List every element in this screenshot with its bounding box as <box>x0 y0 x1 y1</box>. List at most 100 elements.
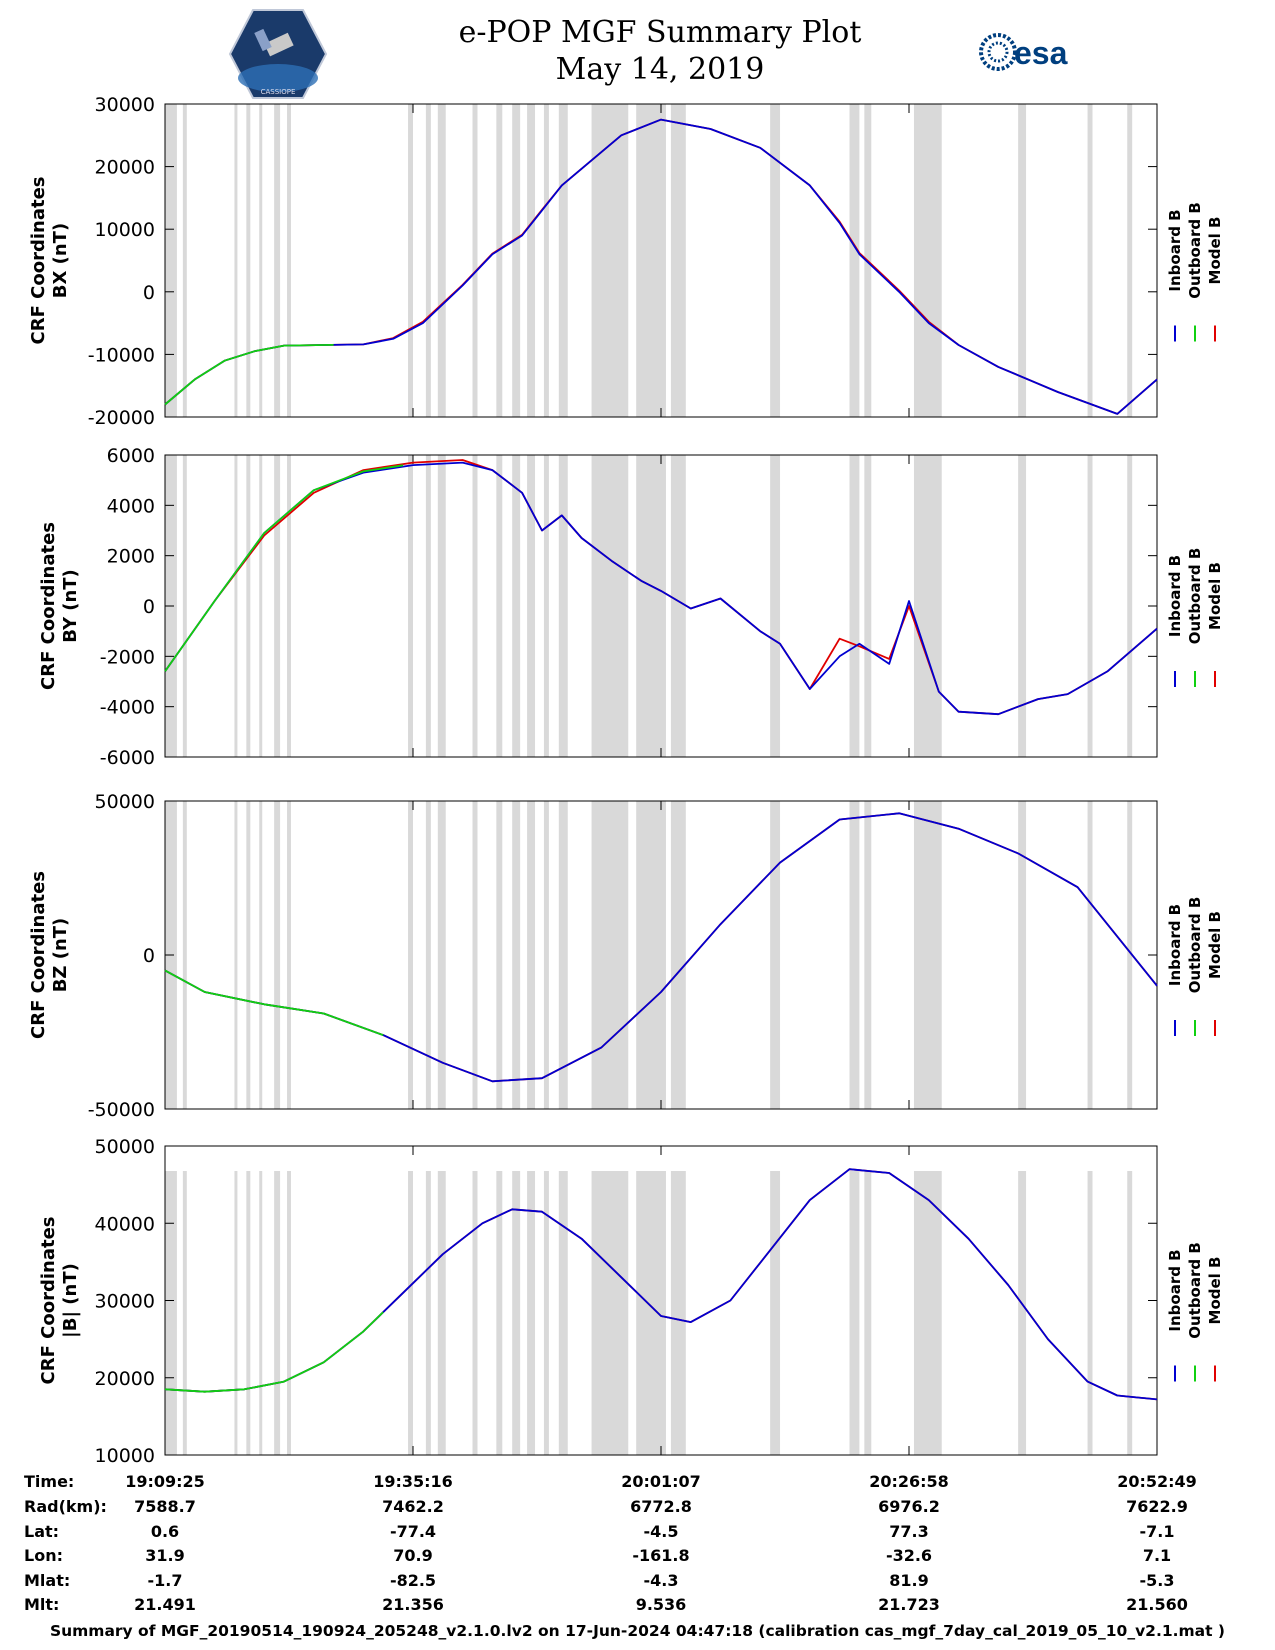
y-tick-label: 0 <box>143 282 155 304</box>
table-cell: 21.491 <box>134 1595 196 1614</box>
y-tick-label: 20000 <box>95 157 155 179</box>
y-axis-label-line2: BX (nT) <box>50 223 71 298</box>
table-cell: 9.536 <box>636 1595 687 1614</box>
data-gap-band <box>246 801 251 1109</box>
data-gap-band <box>636 1171 666 1455</box>
table-cell: 7.1 <box>1143 1546 1171 1565</box>
table-cell: -77.4 <box>390 1522 436 1541</box>
data-gap-band <box>543 801 549 1109</box>
data-gap-band <box>1087 801 1093 1109</box>
panel-2: -6000 -4000 -2000 0 2000 4000 6000 CRF Coordina… <box>38 445 1224 769</box>
data-gap-band <box>527 1171 536 1455</box>
data-gap-band <box>425 801 431 1109</box>
y-tick-label: -20000 <box>88 407 155 429</box>
table-cell: 0.6 <box>151 1522 179 1541</box>
table-cell: -82.5 <box>390 1571 436 1590</box>
table-cell: -32.6 <box>886 1546 932 1565</box>
series-line-outboard-b <box>164 464 404 672</box>
data-gap-band <box>437 455 446 757</box>
data-gap-band <box>543 455 549 757</box>
data-gap-band <box>558 801 568 1109</box>
data-gap-band <box>472 801 478 1109</box>
y-tick-label: -2000 <box>100 646 155 668</box>
data-gap-band <box>543 1171 549 1455</box>
data-gap-band <box>437 1171 446 1455</box>
data-gap-band <box>234 104 238 417</box>
table-row-label: Lon: <box>24 1546 63 1565</box>
data-gap-band <box>558 455 568 757</box>
y-tick-label: -50000 <box>88 1099 155 1121</box>
data-gap-band <box>558 1171 568 1455</box>
data-gap-band <box>670 1171 686 1455</box>
panel-4: 10000 20000 30000 40000 50000 CRF Coordinates… <box>38 1136 1224 1467</box>
table-cell: 20:26:58 <box>869 1472 949 1491</box>
table-cell: 77.3 <box>889 1522 928 1541</box>
legend-label: Inboard B <box>1166 1249 1184 1331</box>
data-gap-band <box>246 1171 251 1455</box>
legend-label: Inboard B <box>1166 904 1184 986</box>
data-gap-band <box>1087 455 1093 757</box>
legend-label: Model B <box>1206 217 1224 285</box>
data-gap-band <box>770 104 781 417</box>
data-gap-band <box>496 1171 503 1455</box>
data-gap-band <box>849 801 860 1109</box>
data-gap-band <box>437 801 446 1109</box>
data-gap-band <box>670 104 686 417</box>
data-gap-band <box>234 1171 238 1455</box>
data-gap-band <box>472 1171 478 1455</box>
data-gap-band <box>425 104 431 417</box>
data-gap-band <box>437 104 446 417</box>
y-tick-label: 2000 <box>107 546 155 568</box>
data-gap-band <box>543 104 549 417</box>
y-tick-label: 50000 <box>95 791 155 813</box>
y-axis-label-line2: |B| (nT) <box>60 1263 81 1338</box>
data-gap-band <box>496 455 503 757</box>
data-gap-band <box>1087 1171 1093 1455</box>
data-gap-band <box>527 455 536 757</box>
data-gap-band <box>259 801 263 1109</box>
data-gap-band <box>274 1171 281 1455</box>
data-gap-band <box>527 801 536 1109</box>
title-line-1: e-POP MGF Summary Plot <box>458 15 862 50</box>
cassiope-logo-text: CASSIOPE <box>261 88 296 96</box>
cassiope-logo: CASSIOPE <box>228 9 328 99</box>
data-gap-band <box>591 1171 629 1455</box>
data-gap-band <box>234 455 238 757</box>
esa-logo-text: esa <box>1014 35 1068 71</box>
data-gap-band <box>274 104 281 417</box>
y-axis-label-line1: CRF Coordinates <box>28 871 49 1039</box>
table-cell: 21.723 <box>878 1595 940 1614</box>
data-gap-band <box>408 1171 413 1455</box>
table-cell: 6772.8 <box>630 1497 692 1516</box>
legend-label: Model B <box>1206 1257 1224 1325</box>
y-tick-label: 4000 <box>107 495 155 517</box>
table-cell: 19:09:25 <box>125 1472 205 1491</box>
data-gap-band <box>496 104 503 417</box>
data-gap-band <box>864 1171 872 1455</box>
table-row-label: Mlt: <box>24 1595 59 1614</box>
y-axis-label-line1: CRF Coordinates <box>38 522 59 690</box>
data-gap-band <box>512 801 521 1109</box>
y-tick-label: -4000 <box>100 697 155 719</box>
y-tick-label: 0 <box>143 945 155 967</box>
plot-title: e-POP MGF Summary Plot May 14, 2019 <box>0 14 1275 88</box>
y-tick-label: 10000 <box>95 219 155 241</box>
time-table: Time: Rad(km): Lat: Lon: Mlat: Mlt: 19:09:25 75… <box>24 1472 1197 1614</box>
legend-label: Inboard B <box>1166 555 1184 637</box>
data-gap-band <box>670 801 686 1109</box>
data-gap-band <box>770 455 781 757</box>
data-gap-band <box>1127 801 1133 1109</box>
table-row-label: Lat: <box>24 1522 59 1541</box>
data-gap-band <box>849 104 860 417</box>
data-gap-band <box>636 104 666 417</box>
data-gap-band <box>425 1171 431 1455</box>
table-cell: 21.560 <box>1126 1595 1188 1614</box>
table-cell: 6976.2 <box>878 1497 940 1516</box>
y-tick-label: 6000 <box>107 445 155 467</box>
y-tick-label: 20000 <box>95 1368 155 1390</box>
data-gap-band <box>913 455 942 757</box>
legend-label: Outboard B <box>1186 202 1204 299</box>
y-axis-label-line2: BZ (nT) <box>50 918 71 993</box>
data-gap-band <box>246 455 251 757</box>
panel-3: -50000 0 50000 CRF Coordinates BZ (nT) Inboar… <box>28 791 1224 1121</box>
